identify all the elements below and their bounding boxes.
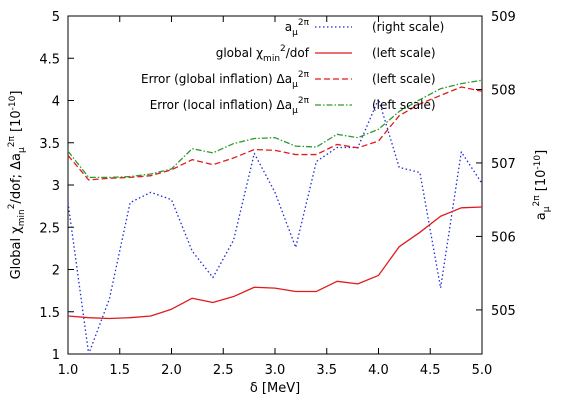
y-left-tick-label: 1 (52, 348, 60, 363)
series-line-err_global (67, 86, 483, 181)
y-right-tick-label: 507 (491, 157, 516, 172)
y-left-tick-label: 4.5 (39, 52, 60, 67)
y-right-tick-label: 509 (491, 10, 516, 25)
plot-frame (67, 15, 483, 355)
legend-note-a2pi: (right scale) (372, 20, 444, 34)
y-left-tick-label: 1.5 (39, 306, 60, 321)
x-tick-label: 1.0 (58, 363, 79, 378)
legend-entry-chi2: global χmin2/dof (left scale) (216, 44, 436, 64)
series-line-err_local (67, 79, 483, 179)
legend-entry-a2pi: aμ2π (right scale) (285, 18, 445, 38)
x-tick-label: 4.0 (368, 363, 389, 378)
ticks: 1.0 1.5 2.0 2.5 3.0 3.5 4.0 4.5 5.0 1 1.5 2 2.5 3 3.5 4… (39, 10, 516, 378)
series-line-chi2 (67, 206, 483, 320)
y-left-tick-label: 5 (52, 10, 60, 25)
legend-entry-err-local: Error (local inflation) Δaμ2π (left scal… (150, 96, 436, 116)
legend-note-chi2: (left scale) (372, 46, 436, 60)
legend-note-err-local: (left scale) (372, 98, 436, 112)
legend: aμ2π (right scale) global χmin2/dof (lef… (141, 18, 444, 116)
y-left-tick-label: 3 (52, 179, 60, 194)
x-tick-label: 3.5 (316, 363, 337, 378)
y-left-tick-label: 4 (52, 95, 60, 110)
y-right-tick-label: 508 (491, 83, 516, 98)
x-tick-label: 2.0 (161, 363, 182, 378)
y-left-tick-label: 3.5 (39, 137, 60, 152)
series-line-a2pi (67, 98, 483, 355)
x-tick-label: 5.0 (472, 363, 493, 378)
x-tick-label: 3.0 (265, 363, 286, 378)
y-left-tick-label: 2.5 (39, 221, 60, 236)
legend-note-err-global: (left scale) (372, 72, 436, 86)
legend-label-chi2: global χmin2/dof (216, 44, 310, 64)
y-right-tick-label: 505 (491, 304, 516, 319)
legend-label-a2pi: aμ2π (285, 18, 310, 38)
x-axis-label: δ [MeV] (250, 381, 300, 396)
x-tick-label: 1.5 (109, 363, 130, 378)
x-tick-label: 2.5 (213, 363, 234, 378)
y-right-tick-label: 506 (491, 230, 516, 245)
legend-entry-err-global: Error (global inflation) Δaμ2π (left sca… (141, 70, 436, 90)
legend-label-err-local: Error (local inflation) Δaμ2π (150, 96, 310, 116)
legend-label-err-global: Error (global inflation) Δaμ2π (141, 70, 310, 90)
y-axis-label-left: Global χmin2/dof; Δaμ2π [10-10] (7, 91, 27, 280)
x-tick-label: 4.5 (420, 363, 441, 378)
y-left-tick-label: 2 (52, 264, 60, 279)
y-axis-label-right: aμ2π [10-10] (532, 150, 552, 220)
series-group (67, 79, 483, 355)
